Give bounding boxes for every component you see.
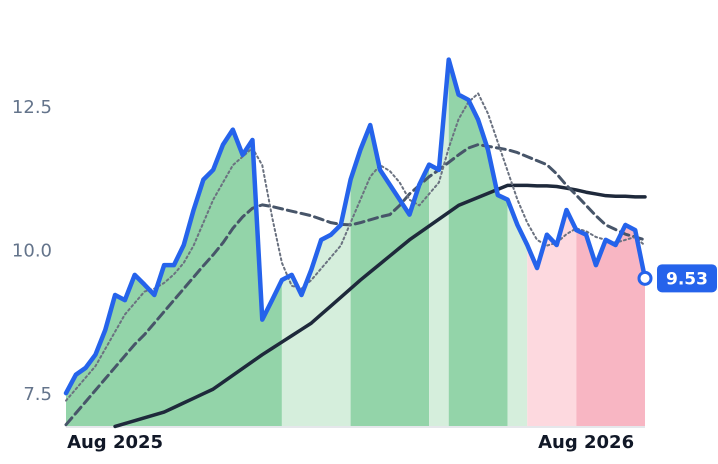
- series-line: [113, 183, 647, 429]
- area-region: [66, 129, 282, 427]
- series-line: [63, 57, 648, 396]
- last-point: [637, 270, 653, 286]
- y-tick-label: 10.0: [12, 240, 52, 261]
- x-tick-label: Aug 2025: [67, 432, 163, 453]
- last-value-label: 9.53: [666, 269, 708, 289]
- area-region: [350, 125, 430, 428]
- x-tick-label: Aug 2026: [538, 432, 634, 453]
- y-tick-label: 12.5: [12, 97, 52, 118]
- area-region: [576, 224, 645, 427]
- area-region: [429, 59, 449, 427]
- last-value-badge: [657, 264, 717, 293]
- area-region: [448, 59, 508, 427]
- area-region: [281, 179, 351, 427]
- series-line: [64, 143, 647, 427]
- area-region: [507, 199, 528, 427]
- y-tick-label: 7.5: [23, 384, 52, 405]
- series-line: [65, 92, 646, 402]
